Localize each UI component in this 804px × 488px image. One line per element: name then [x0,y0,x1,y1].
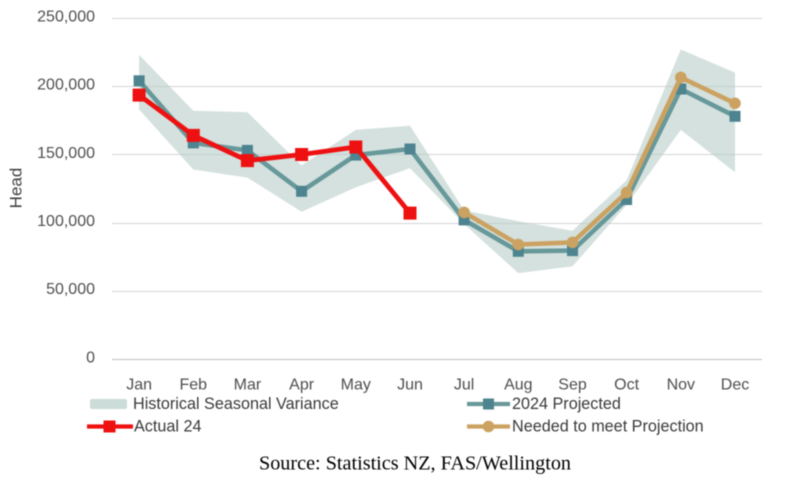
svg-text:Historical Seasonal Variance: Historical Seasonal Variance [133,395,339,413]
svg-text:Nov: Nov [667,376,695,393]
svg-text:Jul: Jul [454,376,474,393]
svg-text:100,000: 100,000 [37,213,95,230]
svg-text:50,000: 50,000 [46,281,95,298]
svg-text:Source: Statistics NZ, FAS/Wel: Source: Statistics NZ, FAS/Wellington [259,453,571,475]
svg-text:Actual 24: Actual 24 [134,418,202,436]
svg-text:Feb: Feb [180,376,208,393]
svg-text:150,000: 150,000 [37,145,95,162]
svg-text:Mar: Mar [234,376,262,393]
svg-text:0: 0 [86,349,95,366]
svg-text:Head: Head [7,168,26,209]
svg-text:Oct: Oct [614,376,639,393]
svg-text:Sep: Sep [558,376,587,393]
svg-text:Needed to meet Projection: Needed to meet Projection [512,418,704,436]
svg-text:2024 Projected: 2024 Projected [512,395,621,413]
svg-text:Jun: Jun [397,376,423,393]
svg-text:250,000: 250,000 [37,8,95,25]
svg-text:Jan: Jan [126,376,152,393]
svg-text:200,000: 200,000 [37,77,95,94]
svg-text:Apr: Apr [289,376,315,393]
svg-text:May: May [341,376,371,393]
svg-text:Aug: Aug [504,376,532,393]
svg-text:Dec: Dec [721,376,749,393]
